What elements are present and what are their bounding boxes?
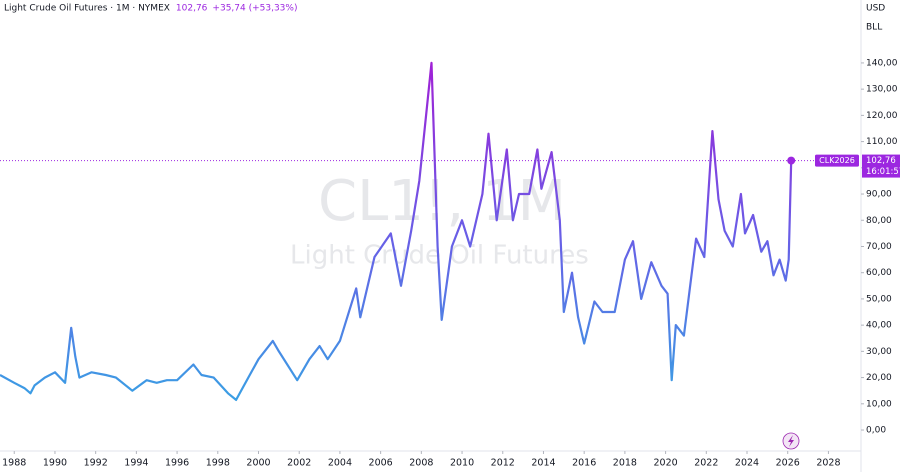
x-tick-label: 1992 (84, 458, 108, 469)
unit: BLL (866, 23, 882, 33)
symbol-badge: CLK2026 (819, 156, 855, 165)
countdown: 16:01:57 (866, 167, 900, 177)
legend-title: Light Crude Oil Futures · 1M · NYMEX (4, 4, 170, 14)
y-tick-label: 20,00 (866, 373, 892, 383)
y-tick-label: 40,00 (866, 321, 892, 331)
x-tick-label: 2010 (450, 458, 474, 469)
currency: USD (866, 4, 885, 14)
legend-change: +35,74 (+53,33%) (212, 4, 297, 14)
x-tick-label: 1994 (124, 458, 148, 469)
symbol-badge-bg (815, 154, 859, 167)
y-tick-label: 0,00 (866, 426, 886, 436)
legend-price: 102,76 (176, 4, 208, 14)
watermark: CL1!, 1M (318, 169, 566, 234)
x-tick-label: 2002 (287, 458, 311, 469)
x-tick-label: 2004 (328, 458, 352, 469)
price-line (0, 61, 793, 401)
x-tick-label: 2000 (246, 458, 270, 469)
x-tick-label: 1988 (2, 458, 26, 469)
y-tick-label: 30,00 (866, 347, 892, 357)
y-tick-label: 90,00 (866, 190, 892, 200)
x-tick-label: 2024 (735, 458, 759, 469)
events-icon-bolt (788, 435, 794, 447)
y-tick-label: 10,00 (866, 399, 892, 409)
x-tick-label: 2012 (491, 458, 515, 469)
x-tick-label: 2018 (613, 458, 637, 469)
y-tick-label: 110,00 (866, 137, 898, 147)
y-tick-label: 50,00 (866, 294, 892, 304)
x-tick-label: 2028 (816, 458, 840, 469)
x-tick-label: 1990 (43, 458, 67, 469)
x-tick-label: 2016 (572, 458, 596, 469)
last-point (787, 156, 796, 165)
x-tick-label: 2014 (531, 458, 555, 469)
y-tick-label: 140,00 (866, 58, 898, 68)
x-tick-label: 2008 (409, 458, 433, 469)
y-tick-label: 70,00 (866, 242, 892, 252)
y-tick-label: 80,00 (866, 216, 892, 226)
price-badge: 102,76 (866, 156, 896, 166)
x-tick-label: 1998 (206, 458, 230, 469)
x-tick-label: 1996 (165, 458, 189, 469)
x-tick-label: 2020 (654, 458, 678, 469)
x-tick-label: 2006 (369, 458, 393, 469)
y-tick-label: 120,00 (866, 111, 898, 121)
price-badge-bg (862, 154, 900, 178)
y-tick-label: 60,00 (866, 268, 892, 278)
x-tick-label: 2026 (776, 458, 800, 469)
x-tick-label: 2022 (694, 458, 718, 469)
y-tick-label: 130,00 (866, 85, 898, 95)
